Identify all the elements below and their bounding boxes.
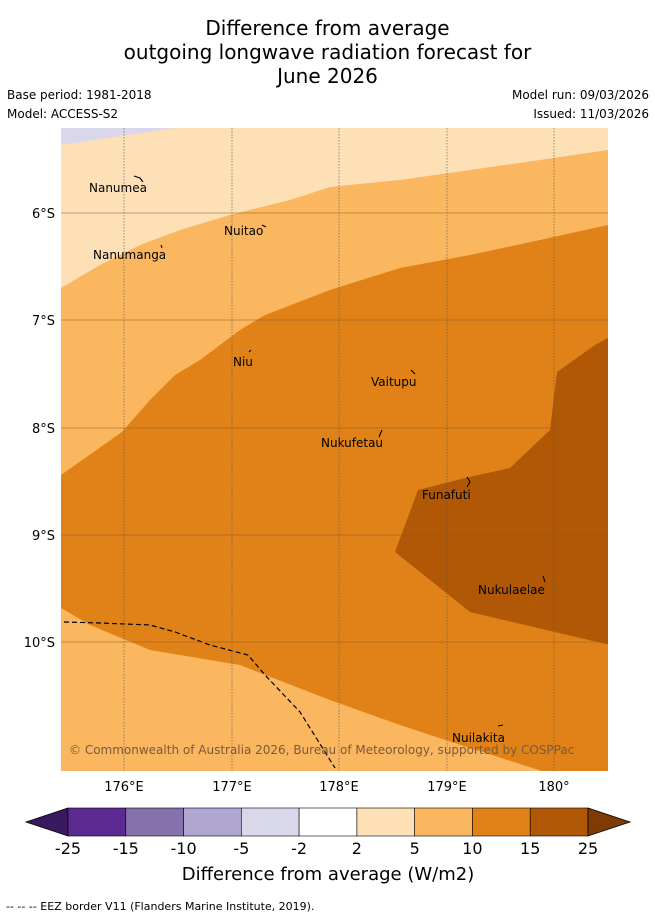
colorbar-extend-high bbox=[587, 807, 632, 837]
island-shape-nanumanga bbox=[160, 244, 163, 249]
gridlines bbox=[61, 128, 608, 771]
lat-label: 6°S bbox=[32, 207, 55, 222]
island-shape-nuitao bbox=[261, 224, 267, 228]
lon-label: 178°E bbox=[319, 780, 359, 795]
island-shape-nukulaelae bbox=[542, 575, 546, 583]
colorbar-segment bbox=[67, 807, 127, 837]
copyright-notice: © Commonwealth of Australia 2026, Bureau… bbox=[69, 743, 574, 757]
colorbar-tick-label: -5 bbox=[233, 839, 249, 858]
colorbar-segment bbox=[183, 807, 242, 837]
colorbar-ticks: -25 -15 -10 -5 -2 2 5 10 15 25 bbox=[55, 839, 598, 858]
colorbar-segment bbox=[356, 807, 415, 837]
island-label: Nanumanga bbox=[93, 248, 166, 262]
island-shape-funafuti bbox=[466, 476, 471, 488]
model-run: Model run: 09/03/2026 bbox=[511, 88, 649, 102]
island-label: Funafuti bbox=[422, 488, 471, 502]
lat-label: 10°S bbox=[24, 636, 55, 651]
colorbar-extend-low bbox=[24, 807, 69, 837]
colorbar-segment bbox=[414, 807, 473, 837]
colorbar-tick-label: -15 bbox=[113, 839, 139, 858]
colorbar-tick-label: 10 bbox=[462, 839, 482, 858]
colorbar-label: Difference from average (W/m2) bbox=[182, 864, 474, 885]
lat-label: 9°S bbox=[32, 529, 55, 544]
island-shape-niu bbox=[248, 349, 252, 353]
base-period: Base period: 1981-2018 bbox=[7, 88, 152, 102]
model-name: Model: ACCESS-S2 bbox=[7, 107, 119, 121]
title-line-1: Difference from average bbox=[205, 16, 450, 40]
latitude-labels: 6°S 7°S 8°S 9°S 10°S bbox=[24, 207, 55, 651]
lon-label: 176°E bbox=[104, 780, 144, 795]
colorbar-tick-label: -2 bbox=[291, 839, 307, 858]
longitude-labels: 176°E 177°E 178°E 179°E 180° bbox=[104, 780, 569, 795]
island-label: Niu bbox=[233, 355, 253, 369]
lon-label: 180° bbox=[538, 780, 569, 795]
title-line-3: June 2026 bbox=[277, 64, 378, 88]
island-shape-vaitupu bbox=[410, 369, 416, 375]
lat-label: 7°S bbox=[32, 314, 55, 329]
colorbar-segment bbox=[472, 807, 531, 837]
island-shapes bbox=[133, 175, 546, 727]
island-label: Nukulaelae bbox=[478, 583, 545, 597]
colorbar-segment bbox=[125, 807, 184, 837]
island-label: Nuitao bbox=[224, 224, 263, 238]
eez-legend-footnote: -- -- -- EEZ border V11 (Flanders Marine… bbox=[6, 900, 315, 913]
title-line-2: outgoing longwave radiation forecast for bbox=[123, 40, 532, 64]
colorbar bbox=[24, 807, 632, 837]
contour-2-to-5 bbox=[61, 128, 608, 288]
colorbar-tick-label: -25 bbox=[55, 839, 81, 858]
colorbar-tick-label: 2 bbox=[352, 839, 362, 858]
colorbar-tick-label: 5 bbox=[410, 839, 420, 858]
island-label: Vaitupu bbox=[371, 375, 417, 389]
lat-label: 8°S bbox=[32, 422, 55, 437]
island-label: Nanumea bbox=[89, 181, 147, 195]
eez-border bbox=[63, 621, 336, 769]
colorbar-tick-label: 15 bbox=[520, 839, 540, 858]
map-plot-area bbox=[61, 128, 608, 771]
lon-label: 179°E bbox=[427, 780, 467, 795]
contour-minus5-to-minus2 bbox=[61, 128, 175, 145]
contour-5-to-10-south bbox=[61, 608, 542, 771]
island-label: Nukufetau bbox=[321, 436, 383, 450]
colorbar-segment bbox=[529, 807, 589, 837]
island-labels: Nanumea Nuitao Nanumanga Niu Vaitupu Nuk… bbox=[89, 181, 545, 745]
colorbar-segment bbox=[298, 807, 358, 837]
chart-title: Difference from average outgoing longwav… bbox=[0, 16, 655, 88]
island-shape-nuilakita bbox=[497, 724, 504, 727]
colorbar-tick-label: -10 bbox=[170, 839, 196, 858]
lon-label: 177°E bbox=[212, 780, 252, 795]
island-shape-nanumea bbox=[133, 175, 144, 183]
colorbar-segment bbox=[241, 807, 300, 837]
island-label: Nuilakita bbox=[452, 731, 505, 745]
island-shape-nukufetau bbox=[378, 429, 383, 438]
colorbar-tick-label: 25 bbox=[578, 839, 598, 858]
contour-15-to-25 bbox=[395, 338, 608, 645]
issued-date: Issued: 11/03/2026 bbox=[533, 107, 649, 121]
